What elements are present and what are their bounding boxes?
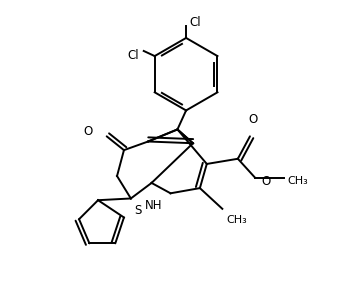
Text: O: O [84, 125, 93, 138]
Text: S: S [134, 204, 142, 217]
Text: Cl: Cl [128, 49, 140, 62]
Text: O: O [261, 175, 270, 188]
Text: Cl: Cl [190, 16, 201, 29]
Text: CH₃: CH₃ [287, 176, 308, 186]
Text: CH₃: CH₃ [227, 215, 247, 225]
Text: NH: NH [144, 199, 162, 212]
Text: O: O [249, 113, 258, 126]
